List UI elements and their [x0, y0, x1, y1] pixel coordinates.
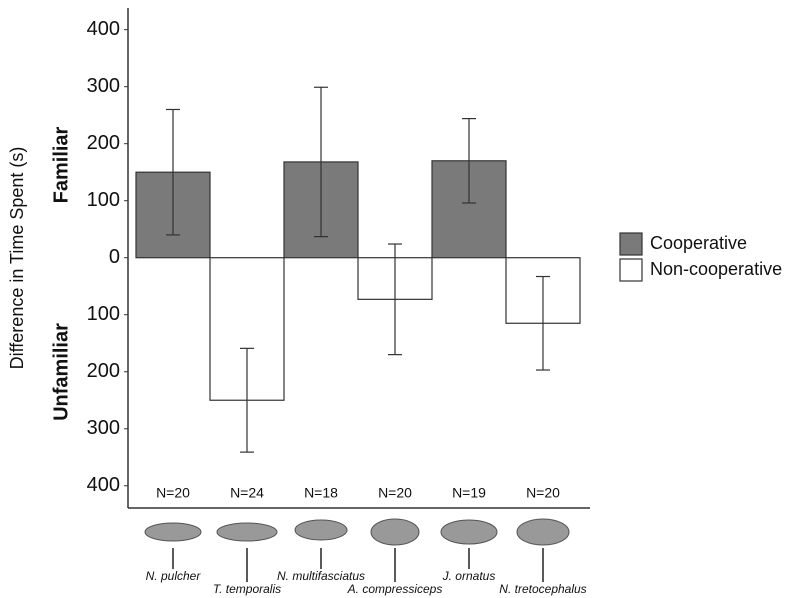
unfamiliar-annotation: Unfamiliar [50, 323, 72, 421]
y-tick-label: 300 [87, 417, 120, 439]
y-axis-label: Difference in Time Spent (s) [7, 147, 27, 370]
sample-size: N=20 [526, 485, 560, 501]
fish-icon [441, 520, 497, 544]
familiar-annotation: Familiar [50, 126, 72, 203]
sample-size: N=20 [378, 485, 412, 501]
y-tick-label: 200 [87, 360, 120, 382]
sample-size: N=19 [452, 485, 486, 501]
sample-size: N=20 [156, 485, 190, 501]
y-tick-label: 400 [87, 474, 120, 496]
fish-icon [371, 519, 419, 545]
y-tick-label: 100 [87, 189, 120, 211]
fish-icon [295, 520, 347, 540]
legend-swatch [620, 233, 642, 255]
sample-size: N=24 [230, 485, 264, 501]
fish-illustrations [145, 519, 569, 545]
legend-label: Cooperative [650, 233, 747, 253]
x-tick-label: A. compressiceps [347, 582, 443, 596]
x-tick-label: N. multifasciatus [277, 569, 365, 583]
x-tick-label: N. pulcher [146, 569, 202, 583]
x-tick-label: N. tretocephalus [499, 582, 586, 596]
y-tick-label: 200 [87, 132, 120, 154]
x-tick-label: T. temporalis [213, 582, 281, 596]
y-tick-label: 300 [87, 75, 120, 97]
x-tick-label: J. ornatus [442, 569, 496, 583]
sample-size: N=18 [304, 485, 338, 501]
y-tick-label: 100 [87, 303, 120, 325]
y-tick-label: 400 [87, 18, 120, 40]
legend-swatch [620, 259, 642, 281]
chart: Difference in Time Spent (s) Familiar Un… [0, 0, 810, 598]
fish-icon [517, 519, 569, 545]
fish-icon [217, 523, 277, 541]
y-tick-label: 0 [109, 246, 120, 268]
legend-label: Non-cooperative [650, 259, 782, 279]
fish-icon [145, 523, 201, 541]
